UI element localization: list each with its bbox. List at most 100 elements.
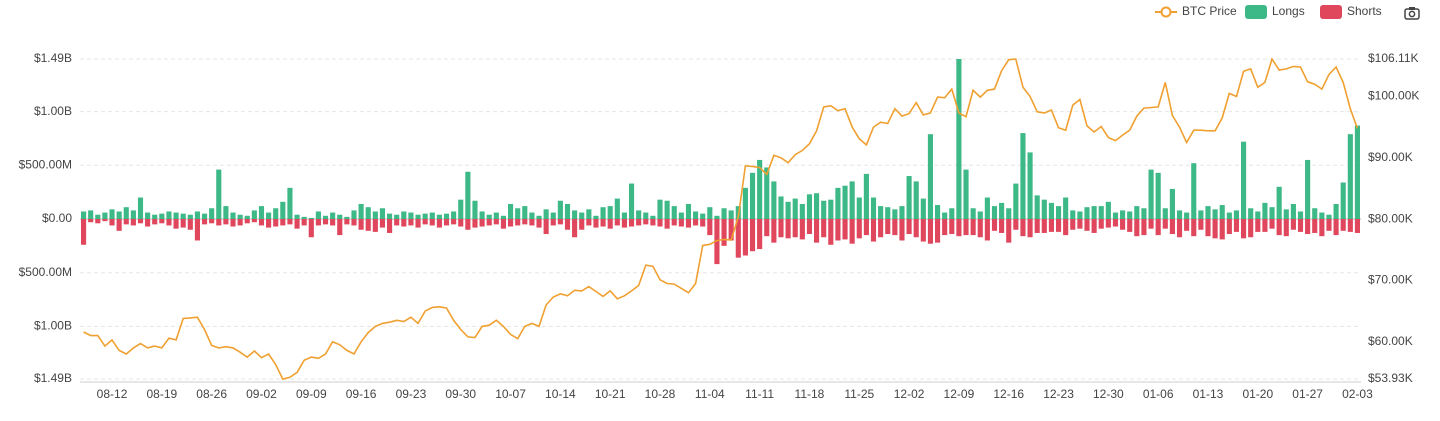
bar (607, 206, 613, 219)
x-tick-label: 12-09 (944, 387, 975, 401)
bar (821, 219, 827, 238)
bar (387, 219, 393, 233)
bar (1276, 186, 1282, 219)
bar (1098, 206, 1104, 219)
bar (1041, 219, 1047, 233)
bar (1262, 219, 1268, 232)
bar (273, 208, 279, 219)
bar (842, 185, 848, 219)
bar (1048, 202, 1054, 219)
bar (372, 211, 378, 219)
bar (657, 219, 663, 227)
bar (693, 211, 699, 219)
bar (237, 214, 243, 219)
bar (522, 219, 528, 225)
bar (806, 219, 813, 235)
bar (95, 219, 101, 224)
bar (266, 212, 272, 219)
bar (1176, 219, 1183, 238)
x-tick-label: 01-06 (1143, 387, 1174, 401)
bar (920, 198, 926, 219)
bar (764, 219, 770, 237)
bar (778, 196, 784, 219)
x-tick-label: 08-12 (97, 387, 128, 401)
x-tick-label: 11-18 (795, 387, 825, 401)
bar (1198, 219, 1204, 230)
bar (785, 201, 791, 219)
bar (543, 209, 549, 219)
x-tick-label: 12-02 (894, 387, 925, 401)
bar (1205, 206, 1211, 219)
bar (557, 219, 563, 225)
bar (244, 215, 250, 219)
bar (586, 219, 592, 226)
bar (209, 219, 215, 224)
bar (1191, 163, 1197, 219)
bar (1297, 219, 1304, 232)
legend-label: Longs (1272, 4, 1305, 18)
bar (1098, 219, 1104, 229)
bar (757, 219, 763, 250)
bar (685, 219, 692, 228)
bar (977, 211, 983, 219)
y-tick-label: $1.00B (34, 319, 72, 333)
x-tick-label: 01-13 (1193, 387, 1224, 401)
bar (870, 197, 877, 219)
bar (251, 210, 257, 219)
bar (678, 219, 684, 227)
bar (394, 219, 400, 226)
bar (1020, 133, 1026, 219)
bar (322, 215, 329, 219)
bar (116, 211, 122, 219)
bar (152, 219, 158, 225)
bar (564, 203, 571, 219)
bar (721, 219, 727, 246)
bar (130, 210, 136, 219)
bar (493, 219, 499, 225)
bar (123, 219, 129, 225)
bar (785, 219, 791, 239)
x-tick-label: 11-04 (695, 387, 725, 401)
bar (1354, 125, 1361, 219)
bar (344, 219, 350, 225)
bar (1212, 209, 1218, 219)
bar (443, 219, 450, 226)
bar (1184, 219, 1190, 231)
bar (650, 219, 656, 226)
bar (465, 171, 471, 219)
bar (927, 134, 934, 219)
bar (230, 219, 236, 227)
bar (536, 215, 542, 219)
bar (1262, 202, 1268, 219)
bar (1305, 159, 1311, 219)
bar (88, 219, 94, 223)
bar (201, 219, 208, 225)
bar (657, 199, 663, 219)
bar (1340, 182, 1346, 219)
bar (927, 219, 934, 244)
bar (209, 208, 215, 219)
screenshot-button[interactable] (1404, 7, 1420, 20)
bar (1305, 219, 1311, 235)
bar (102, 212, 108, 219)
bar (749, 219, 756, 252)
bar (1219, 205, 1225, 219)
bar (707, 207, 713, 219)
bar (237, 219, 243, 226)
bar (137, 219, 144, 224)
bar (828, 199, 834, 219)
bar (991, 219, 998, 231)
bar (408, 212, 414, 219)
x-tick-label: 10-28 (645, 387, 676, 401)
bar (628, 219, 635, 227)
bar (1184, 212, 1190, 219)
bar (1248, 208, 1254, 219)
x-tick-label: 02-03 (1342, 387, 1373, 401)
bar (529, 212, 535, 219)
bar (500, 215, 507, 219)
x-tick-label: 10-14 (545, 387, 576, 401)
bar (1169, 219, 1175, 235)
x-tick-label: 10-21 (595, 387, 626, 401)
bar (742, 187, 748, 219)
